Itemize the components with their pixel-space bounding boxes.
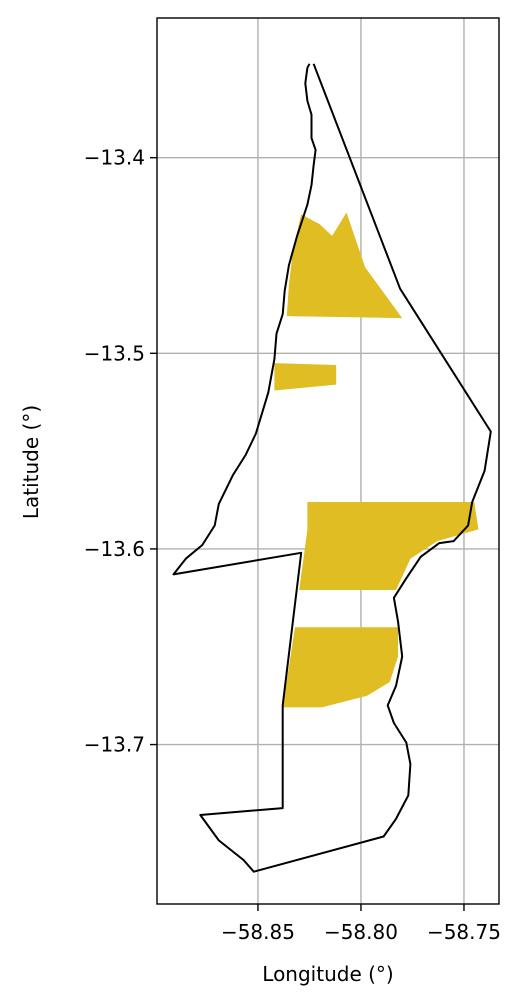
boundary-line xyxy=(172,63,492,873)
axis-ticks: −58.85 −58.80 −58.75 −13.4 −13.5 −13.6 −13.7 xyxy=(84,146,501,944)
y-tick-label: −13.6 xyxy=(84,537,145,561)
y-tick-label: −13.7 xyxy=(84,733,145,757)
y-axis-label: Latitude (°) xyxy=(19,405,43,519)
plot-frame xyxy=(156,17,500,905)
region-south-block xyxy=(282,627,398,708)
x-tick-label: −58.85 xyxy=(221,920,295,944)
x-axis-label: Longitude (°) xyxy=(262,962,393,986)
x-tick-label: −58.75 xyxy=(427,920,501,944)
region-strip xyxy=(274,363,337,391)
boundary-outline xyxy=(172,63,492,873)
region-north-block xyxy=(286,212,403,319)
y-tick-label: −13.5 xyxy=(84,341,145,365)
region-middle-block xyxy=(299,502,479,590)
y-tick-label: −13.4 xyxy=(84,146,145,170)
x-tick-label: −58.80 xyxy=(324,920,398,944)
highlighted-regions xyxy=(274,212,479,708)
